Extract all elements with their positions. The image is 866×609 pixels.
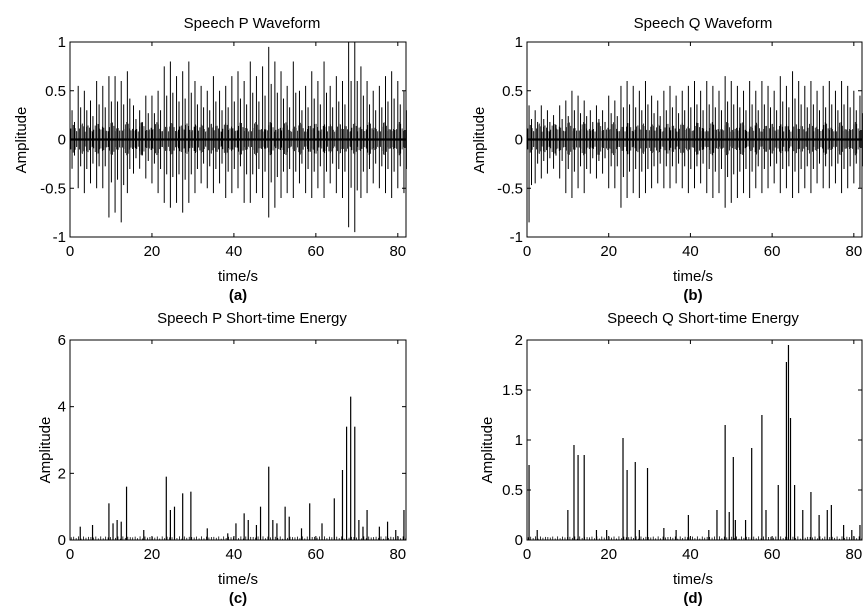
x-tick-label: 80 — [389, 546, 406, 563]
panel-c: Speech P Short-time Energy 0 20 40 60 80 0 2 4 6… — [37, 310, 407, 607]
panel-a-xlabel: time/s — [218, 268, 258, 285]
panel-b-xlabel: time/s — [673, 268, 713, 285]
plot-frame — [526, 339, 863, 541]
panel-d-xlabel: time/s — [673, 571, 713, 588]
x-tick-label: 80 — [845, 243, 862, 260]
x-tick-label: 0 — [66, 243, 74, 260]
panel-d-title: Speech Q Short-time Energy — [607, 310, 799, 327]
panel-a-plot: 0 20 40 60 80 -1 -0.5 0 0.5 1 — [40, 34, 407, 260]
y-tick-label: -1 — [53, 229, 66, 246]
x-tick-label: 20 — [144, 546, 161, 563]
x-tick-label: 40 — [226, 243, 243, 260]
panel-a-caption: (a) — [229, 287, 247, 304]
y-tick-label: 0 — [58, 132, 66, 149]
panel-a-title: Speech P Waveform — [184, 15, 321, 32]
panel-b-plot: 0 20 40 60 80 -1 -0.5 0 0.5 1 — [497, 34, 863, 260]
x-tick-label: 40 — [226, 546, 243, 563]
panel-b-ylabel: Amplitude — [471, 107, 488, 174]
y-tick-label: 1 — [58, 34, 66, 51]
panel-a-ylabel: Amplitude — [13, 107, 30, 174]
x-tick-label: 60 — [764, 546, 781, 563]
y-tick-label: 2 — [58, 465, 66, 482]
panel-b-title: Speech Q Waveform — [634, 15, 773, 32]
y-tick-label: -0.5 — [40, 180, 66, 197]
panel-c-xlabel: time/s — [218, 571, 258, 588]
x-tick-label: 0 — [66, 546, 74, 563]
x-tick-label: 40 — [682, 243, 699, 260]
panel-b-caption: (b) — [683, 287, 702, 304]
y-tick-label: 1 — [515, 432, 523, 449]
y-tick-label: 0 — [58, 532, 66, 549]
panel-a: Speech P Waveform 0 20 40 60 80 -1 -0.5 0 0.5 1 t… — [13, 15, 407, 304]
x-tick-label: 40 — [682, 546, 699, 563]
y-tick-label: 6 — [58, 332, 66, 349]
x-tick-label: 20 — [600, 546, 617, 563]
panel-c-ylabel: Amplitude — [37, 417, 54, 484]
y-tick-label: 1 — [515, 34, 523, 51]
y-tick-label: 0 — [515, 532, 523, 549]
panel-c-plot: 0 20 40 60 80 0 2 4 6 — [58, 332, 407, 563]
panel-c-caption: (c) — [229, 590, 247, 607]
x-tick-label: 80 — [389, 243, 406, 260]
y-tick-label: 0.5 — [502, 83, 523, 100]
x-tick-label: 60 — [308, 546, 325, 563]
y-tick-label: 1.5 — [502, 382, 523, 399]
panel-b: Speech Q Waveform 0 20 40 60 80 -1 -0.5 0 0.5 1 t… — [471, 15, 863, 304]
panel-d-plot: 0 20 40 60 80 0 0.5 1 1.5 2 — [502, 332, 863, 563]
x-tick-label: 20 — [600, 243, 617, 260]
x-tick-label: 60 — [308, 243, 325, 260]
x-tick-label: 80 — [845, 546, 862, 563]
x-tick-label: 0 — [523, 546, 531, 563]
panel-d: Speech Q Short-time Energy 0 20 40 60 80 0 0.5… — [479, 310, 863, 607]
y-tick-label: 2 — [515, 332, 523, 349]
y-tick-label: 0.5 — [45, 83, 66, 100]
panel-c-title: Speech P Short-time Energy — [157, 310, 347, 327]
y-tick-label: -0.5 — [497, 180, 523, 197]
x-tick-label: 20 — [144, 243, 161, 260]
plot-frame — [69, 339, 407, 541]
y-tick-label: -1 — [510, 229, 523, 246]
y-tick-label: 0.5 — [502, 482, 523, 499]
x-tick-label: 0 — [523, 243, 531, 260]
y-tick-label: 0 — [515, 132, 523, 149]
x-tick-label: 60 — [764, 243, 781, 260]
panel-d-ylabel: Amplitude — [479, 417, 496, 484]
y-tick-label: 4 — [58, 399, 66, 416]
panel-d-caption: (d) — [683, 590, 702, 607]
